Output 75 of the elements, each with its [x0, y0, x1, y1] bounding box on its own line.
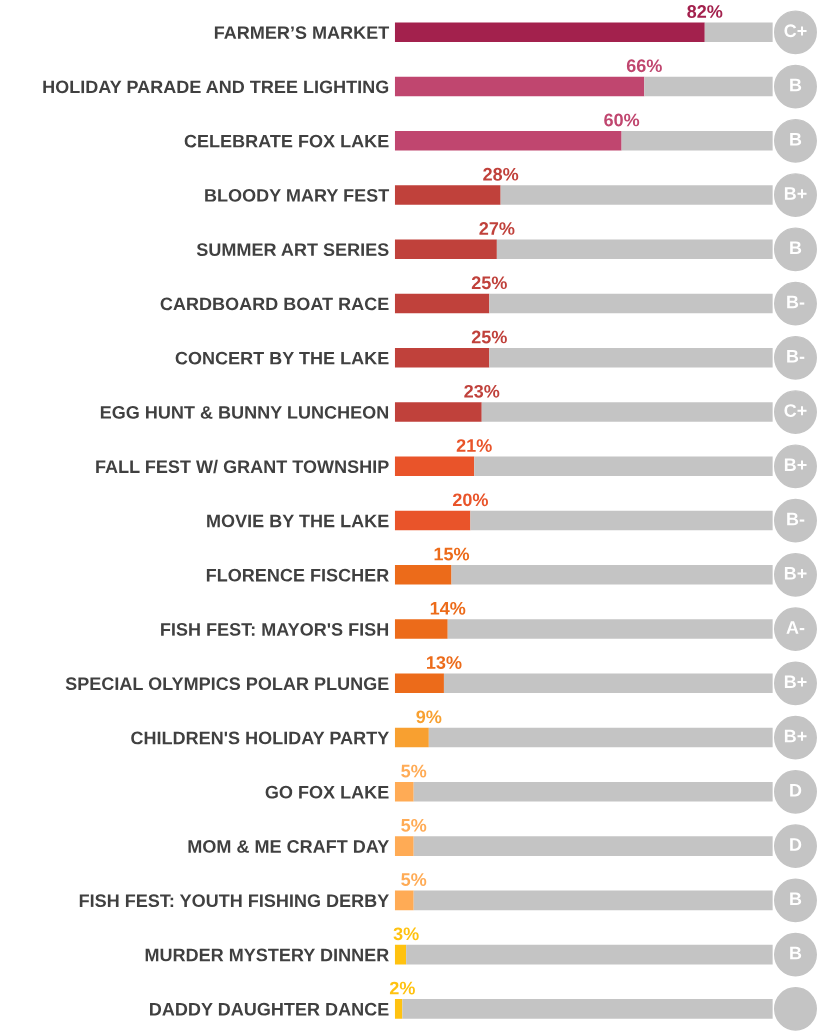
annotation: D [790, 784, 802, 797]
data-label: 13% [427, 656, 462, 669]
y-tick-label: DADDY DAUGHTER DANCE [150, 1002, 389, 1016]
bar [394, 456, 475, 477]
annotation: B [790, 946, 802, 960]
annotation: B [790, 78, 802, 92]
annotation: B [790, 241, 802, 254]
data-label: 21% [456, 439, 492, 452]
bar [394, 727, 429, 748]
y-tick-label: SPECIAL OLYMPICS POLAR PLUNGE [65, 677, 389, 691]
annotation: B+ [784, 567, 807, 580]
data-label: 15% [434, 547, 470, 561]
data-label: 66% [626, 59, 662, 73]
annotation: D [790, 838, 802, 851]
bar [394, 402, 482, 422]
annotation: C+ [784, 404, 807, 417]
y-tick-label: FLORENCE FISCHER [206, 568, 389, 582]
bar [394, 619, 448, 639]
annotation: B+ [784, 675, 807, 689]
bar [394, 565, 452, 585]
bar [394, 944, 407, 965]
data-label: 60% [604, 113, 640, 127]
y-tick-label: HOLIDAY PARADE AND TREE LIGHTING [43, 80, 389, 94]
y-tick-label: CELEBRATE FOX LAKE [184, 134, 389, 148]
annotation: B- [787, 350, 805, 363]
y-tick-label: GO FOX LAKE [265, 785, 389, 799]
data-label: 82% [687, 5, 723, 18]
y-tick-label: FISH FEST: YOUTH FISHING DERBY [79, 894, 389, 908]
bar [394, 22, 705, 43]
y-tick-label: MOVIE BY THE LAKE [207, 514, 389, 528]
data-label: 25% [471, 330, 507, 344]
annotation: B [790, 892, 802, 906]
y-tick-label: FISH FEST: MAYOR'S FISH [161, 623, 389, 636]
y-tick-label: CONCERT BY THE LAKE [175, 351, 389, 365]
data-label: 20% [452, 493, 488, 507]
data-label: 9% [416, 710, 442, 724]
annotation: B- [787, 295, 805, 309]
data-label: 5% [401, 873, 427, 886]
bar [394, 836, 414, 856]
annotation: B- [787, 512, 805, 526]
annotation: A- [786, 621, 805, 634]
y-tick-label: EGG HUNT & BUNNY LUNCHEON [100, 406, 389, 419]
y-tick-label: MURDER MYSTERY DINNER [145, 948, 389, 962]
bar [394, 510, 471, 531]
bar [394, 348, 490, 368]
data-label: 14% [430, 601, 466, 615]
annotation: B [790, 133, 802, 146]
data-label: 23% [464, 384, 500, 398]
data-label: 27% [479, 222, 515, 235]
data-label: 5% [401, 764, 427, 778]
annotation: B+ [784, 458, 807, 472]
data-label: 2% [389, 981, 415, 995]
bar [394, 76, 645, 97]
y-tick-label: SUMMER ART SERIES [196, 243, 389, 257]
bar [394, 999, 403, 1019]
bar [394, 293, 490, 314]
bar [394, 185, 501, 205]
y-tick-label: FARMER’S MARKET [214, 26, 390, 40]
data-label: 28% [483, 167, 519, 181]
y-tick-label: BLOODY MARY FEST [205, 189, 390, 202]
data-label: 5% [401, 818, 427, 832]
bar [394, 890, 414, 911]
data-label: 25% [471, 276, 507, 290]
bar [394, 239, 497, 260]
y-tick-label: MOM & ME CRAFT DAY [188, 840, 389, 853]
bar [394, 782, 414, 802]
data-label: 3% [393, 927, 419, 941]
annotation: B+ [784, 729, 807, 743]
annotation: B+ [784, 187, 807, 200]
bar [394, 131, 622, 151]
y-tick-label: FALL FEST W/ GRANT TOWNSHIP [96, 459, 389, 474]
bar [394, 673, 444, 694]
y-tick-label: CARDBOARD BOAT RACE [160, 297, 389, 311]
annotation: C+ [784, 24, 807, 38]
y-tick-label: CHILDREN'S HOLIDAY PARTY [131, 731, 389, 745]
